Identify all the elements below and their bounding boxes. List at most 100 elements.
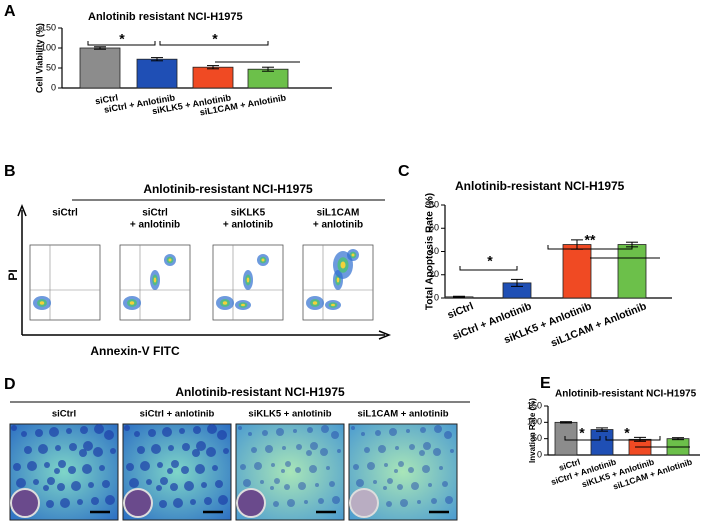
- cell-cluster: [162, 427, 172, 437]
- significance-mark: *: [579, 425, 585, 441]
- cell-cluster: [49, 427, 59, 437]
- y-axis-label: Invation Rate (%): [528, 398, 537, 463]
- cell-cluster: [295, 467, 301, 473]
- cell-cluster: [82, 464, 92, 474]
- cell-cluster: [310, 442, 318, 450]
- cell-cluster: [168, 445, 174, 451]
- cell-cluster: [11, 425, 17, 431]
- cell-cluster: [444, 431, 452, 439]
- cell-cluster: [140, 461, 150, 471]
- cell-cluster: [356, 479, 364, 487]
- cell-cluster: [126, 463, 134, 471]
- cell-cluster: [351, 426, 355, 430]
- column-label: siCtrl: [142, 208, 168, 219]
- bar: [192, 66, 234, 89]
- cell-cluster: [254, 462, 262, 470]
- cell-cluster: [181, 466, 189, 474]
- cell-cluster: [422, 465, 430, 473]
- cell-cluster: [57, 483, 65, 491]
- cell-cluster: [273, 501, 279, 507]
- cell-cluster: [179, 428, 185, 434]
- cell-cluster: [79, 449, 87, 457]
- cell-cluster: [326, 466, 330, 470]
- cell-cluster: [104, 430, 114, 440]
- cell-cluster: [375, 430, 381, 436]
- x-axis-label: Annexin-V FITC: [90, 344, 180, 358]
- cell-cluster: [434, 425, 442, 433]
- cell-cluster: [284, 484, 290, 490]
- cell-cluster: [16, 478, 26, 488]
- cell-cluster: [394, 469, 398, 473]
- cell-cluster: [137, 446, 145, 454]
- significance-mark: **: [585, 232, 596, 248]
- cell-cluster: [321, 425, 329, 433]
- chart-title: Anlotinib-resistant NCI-H1975: [555, 389, 697, 400]
- y-tick-label: 0: [537, 449, 542, 459]
- cell-cluster: [43, 485, 49, 491]
- cell-cluster: [262, 430, 268, 436]
- y-tick-label: 150: [527, 400, 542, 410]
- cell-cluster: [156, 485, 162, 491]
- cell-cluster: [281, 469, 285, 473]
- bar: [79, 47, 121, 89]
- y-tick-label: 50: [46, 62, 56, 72]
- cell-cluster: [148, 429, 156, 437]
- cell-cluster: [110, 448, 116, 454]
- cell-cluster: [361, 432, 365, 436]
- cell-cluster: [417, 500, 421, 504]
- event-peak: [351, 253, 355, 257]
- cell-cluster: [190, 499, 196, 505]
- y-axis-label: PI: [6, 269, 20, 280]
- chart-title: Anlotinib-resistant NCI-H1975: [455, 179, 625, 193]
- cell-cluster: [409, 444, 415, 450]
- y-tick-label: 50: [532, 433, 542, 443]
- cell-cluster: [282, 446, 286, 450]
- cell-cluster: [124, 425, 130, 431]
- significance-bracket: [547, 245, 633, 250]
- cell-cluster: [431, 498, 437, 504]
- cell-cluster: [293, 429, 297, 433]
- cell-cluster: [320, 448, 328, 456]
- y-tick-label: 0: [434, 292, 439, 302]
- column-label: + anlotinib: [223, 220, 273, 231]
- cell-cluster: [270, 486, 274, 490]
- cell-cluster: [27, 461, 37, 471]
- cell-cluster: [54, 468, 60, 474]
- cell-cluster: [184, 481, 194, 491]
- cell-cluster: [193, 426, 201, 434]
- significance-mark: *: [119, 31, 125, 47]
- cell-cluster: [151, 444, 161, 454]
- well-photo: [123, 488, 153, 518]
- cell-cluster: [223, 448, 229, 454]
- event-peak: [39, 301, 45, 305]
- x-tick-label: siCtrl: [94, 92, 118, 106]
- cell-cluster: [217, 430, 227, 440]
- cell-cluster: [439, 466, 443, 470]
- bar: [562, 244, 592, 299]
- cell-cluster: [55, 445, 61, 451]
- event-peak: [261, 258, 265, 262]
- significance-bracket: [459, 266, 518, 271]
- cell-cluster: [195, 464, 205, 474]
- significance-bracket: [564, 436, 601, 441]
- well-photo: [10, 488, 40, 518]
- cell-cluster: [167, 468, 173, 474]
- cell-cluster: [420, 427, 426, 433]
- cell-cluster: [207, 424, 217, 434]
- cell-cluster: [307, 427, 313, 433]
- cell-cluster: [274, 478, 280, 484]
- cell-cluster: [383, 486, 387, 490]
- cell-cluster: [66, 428, 72, 434]
- y-tick-label: 40: [429, 246, 439, 256]
- column-label: siCtrl + anlotinib: [140, 409, 215, 420]
- event-peak: [340, 261, 346, 269]
- significance-bracket: [159, 41, 269, 46]
- cell-cluster: [315, 483, 319, 487]
- cell-cluster: [395, 446, 399, 450]
- column-label: + anlotinib: [313, 220, 363, 231]
- cell-cluster: [13, 463, 21, 471]
- panel-letter: A: [4, 3, 16, 20]
- event-peak: [168, 258, 172, 262]
- bar: [136, 58, 178, 89]
- cell-cluster: [384, 463, 388, 467]
